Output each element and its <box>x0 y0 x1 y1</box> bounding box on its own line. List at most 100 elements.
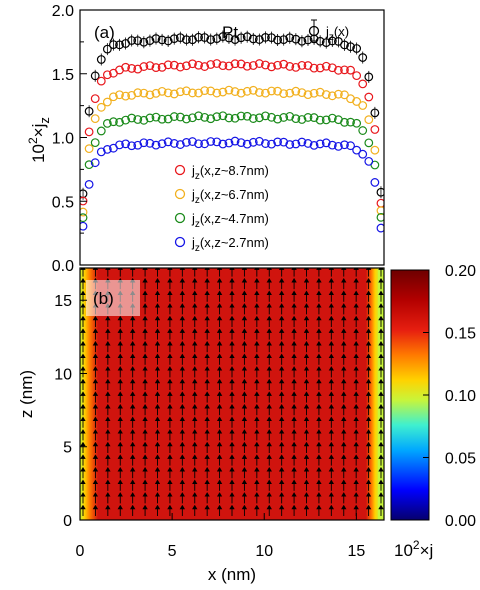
data-point <box>254 59 264 68</box>
colorbar-tick-label: 0.20 <box>445 263 476 280</box>
data-point <box>169 139 179 148</box>
data-point <box>358 126 368 135</box>
panel-b-x-tick-label: 0 <box>76 543 85 560</box>
data-point <box>248 137 258 147</box>
data-point <box>188 88 197 98</box>
data-point <box>370 145 380 155</box>
data-point <box>303 139 313 148</box>
data-point <box>151 63 161 72</box>
data-point <box>102 70 112 80</box>
data-point <box>376 206 384 216</box>
data-point <box>157 86 167 96</box>
data-point <box>145 90 155 100</box>
data-point <box>242 61 252 71</box>
data-point <box>175 33 185 43</box>
panel-a-data-points <box>80 30 384 233</box>
data-point <box>169 60 179 70</box>
data-point <box>236 138 246 148</box>
data-point <box>297 137 307 147</box>
data-point <box>236 88 246 98</box>
data-point <box>267 33 276 42</box>
data-point <box>175 62 185 72</box>
data-point <box>327 113 337 123</box>
panel-b-frame <box>79 267 385 521</box>
data-point <box>200 139 210 149</box>
data-point <box>291 62 301 72</box>
data-point <box>206 114 216 124</box>
data-point <box>346 42 355 52</box>
panel-b-label: (b) <box>93 289 114 308</box>
data-point <box>285 62 295 71</box>
data-point <box>376 223 384 233</box>
data-point <box>127 113 137 123</box>
data-point <box>358 79 368 89</box>
data-point <box>327 36 337 46</box>
data-point <box>364 156 374 166</box>
data-point <box>279 59 289 69</box>
legend-marker-jz-x <box>308 25 320 37</box>
data-point <box>285 140 295 149</box>
data-point <box>248 114 258 123</box>
data-point <box>80 221 88 231</box>
data-point <box>151 34 161 43</box>
data-point <box>84 106 94 116</box>
data-point <box>261 111 270 121</box>
data-point <box>267 112 276 122</box>
data-point <box>96 147 106 157</box>
data-point <box>90 114 100 124</box>
panel-b-y-tick-label: 10 <box>54 366 72 383</box>
data-point <box>236 33 246 43</box>
data-point <box>175 140 185 149</box>
colorbar-tick-label: 0.05 <box>445 451 476 468</box>
data-point <box>267 86 276 96</box>
data-point <box>230 113 240 123</box>
data-point <box>315 87 325 97</box>
data-point <box>194 60 203 70</box>
data-point <box>358 53 368 62</box>
data-point <box>181 35 191 45</box>
data-point <box>364 115 374 125</box>
data-point <box>236 111 246 121</box>
data-point <box>291 139 301 149</box>
data-point <box>145 61 155 71</box>
data-point <box>346 141 355 151</box>
data-point <box>321 38 331 48</box>
data-point <box>273 60 283 70</box>
panel-a-y-ticks: 0.0 0.5 1.0 1.5 2.0 <box>52 3 87 275</box>
data-point <box>151 112 161 122</box>
data-point <box>194 111 203 121</box>
legend-marker-z47 <box>174 212 186 224</box>
panel-b-heatmap: (b) 0 5 10 15 0 5 10 15 x (nm) z (nm) <box>17 267 385 584</box>
data-point <box>242 139 252 149</box>
data-point <box>96 76 106 86</box>
data-point <box>261 139 270 148</box>
data-point <box>321 138 331 148</box>
data-point <box>297 88 307 98</box>
data-point <box>370 178 380 187</box>
data-point <box>285 111 295 121</box>
data-point <box>133 140 143 150</box>
data-point <box>309 63 319 73</box>
data-point <box>127 36 137 45</box>
panel-a-legend: jz(x,z~8.7nm) jz(x,z~6.7nm) jz(x,z~4.7nm… <box>174 163 269 254</box>
data-point <box>279 35 289 45</box>
data-point <box>163 36 173 46</box>
data-point <box>151 140 161 150</box>
data-point <box>261 60 270 70</box>
data-point <box>145 36 155 46</box>
data-point <box>188 35 197 45</box>
data-point <box>133 88 143 98</box>
panel-b-x-tick-label: 5 <box>168 543 177 560</box>
data-point <box>291 86 301 96</box>
data-point <box>139 88 149 98</box>
panel-b-y-tick-label: 5 <box>63 440 72 457</box>
data-point <box>334 89 343 99</box>
data-point <box>90 71 100 81</box>
data-point <box>218 32 228 41</box>
data-point <box>273 114 283 124</box>
data-point <box>224 85 234 95</box>
legend-label-z47: jz(x,z~4.7nm) <box>191 211 269 230</box>
data-point <box>285 88 295 98</box>
data-point <box>242 111 252 121</box>
data-point <box>242 86 252 96</box>
